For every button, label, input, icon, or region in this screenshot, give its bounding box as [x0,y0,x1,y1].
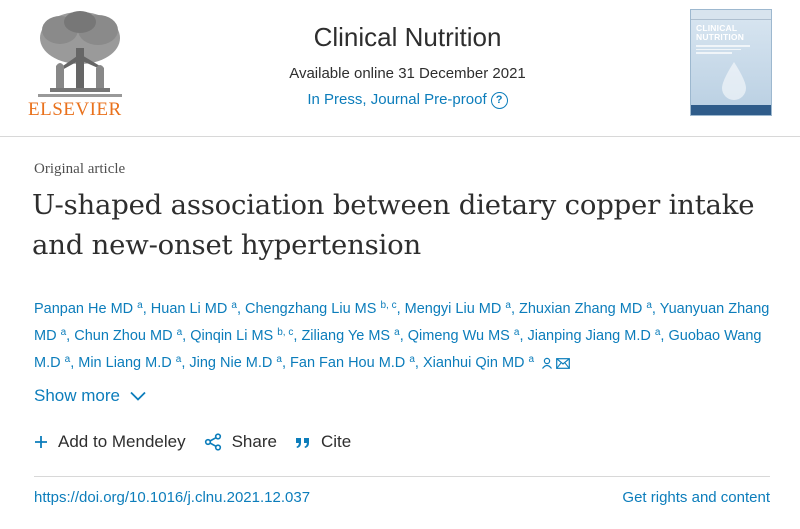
share-button[interactable]: Share [204,432,277,452]
journal-cover-thumbnail[interactable]: CLINICAL NUTRITION [690,9,772,116]
rights-link[interactable]: Get rights and content [622,489,770,506]
author-link[interactable]: Guobao Wang M.D a [34,328,762,371]
author-link[interactable]: Fan Fan Hou M.D a [290,354,415,372]
elsevier-tree-icon [38,11,122,97]
help-circle-icon[interactable]: ? [490,91,508,109]
cite-button[interactable]: Cite [295,432,351,452]
share-icon [204,433,221,451]
show-more-label: Show more [34,386,120,405]
author-link[interactable]: Qimeng Wu MS a [407,327,520,345]
chevron-down-icon [130,391,146,401]
share-label: Share [231,432,277,451]
author-link[interactable]: Chun Zhou MD a [74,327,183,345]
journal-title[interactable]: Clinical Nutrition [313,22,502,52]
author-link[interactable]: Xianhui Qin MD a [422,354,535,372]
author-list: Panpan He MD a, Huan Li MD a, Chengzhang… [34,300,770,372]
cover-title: CLINICAL NUTRITION [696,24,744,42]
author-link[interactable]: Min Liang M.D a [78,354,182,372]
journal-status-link[interactable]: In Press, Journal Pre-proof? [220,91,595,109]
author-link[interactable]: Jianping Jiang M.D a [527,327,661,345]
author-link[interactable]: Panpan He MD a [34,300,143,318]
author-link[interactable]: Yuanyuan Zhang MD a [34,301,770,344]
add-to-mendeley-button[interactable]: Add to Mendeley [34,432,186,452]
article-title: U-shaped association between dietary cop… [32,189,755,261]
droplet-icon [722,62,746,100]
cover-title-line: NUTRITION [696,32,745,42]
show-more-button[interactable]: Show more [34,386,146,406]
publisher-name: ELSEVIER [28,99,122,120]
cover-header-bar [691,10,771,20]
header-divider [0,136,800,137]
author-link[interactable]: Ziliang Ye MS a [301,327,400,345]
add-to-mendeley-label: Add to Mendeley [58,432,186,451]
author-link[interactable]: Mengyi Liu MD a [404,300,511,318]
footer-divider [34,476,770,477]
author-link[interactable]: Qinqin Li MS b, c [190,327,294,345]
plus-icon [35,436,47,448]
article-type: Original article [34,161,126,177]
cite-label: Cite [320,432,352,451]
author-link[interactable]: Chengzhang Liu MS b, c [245,300,397,318]
email-icon[interactable] [556,358,571,369]
quote-icon [295,438,309,448]
journal-status-text: In Press, Journal Pre-proof [307,91,487,108]
author-link[interactable]: Zhuxian Zhang MD a [519,300,652,318]
article-actions: Add to Mendeley Share Cite [34,432,369,452]
cover-title-line: CLINICAL [696,23,738,33]
elsevier-logo[interactable] [30,8,130,118]
available-online-date: Available online 31 December 2021 [289,65,526,82]
cover-footer-bar [691,105,771,115]
author-link[interactable]: Jing Nie M.D a [189,354,282,372]
cover-subtitle-lines [696,45,756,56]
doi-link[interactable]: https://doi.org/10.1016/j.clnu.2021.12.0… [34,489,311,506]
author-link[interactable]: Huan Li MD a [150,300,237,318]
person-icon [542,357,553,369]
